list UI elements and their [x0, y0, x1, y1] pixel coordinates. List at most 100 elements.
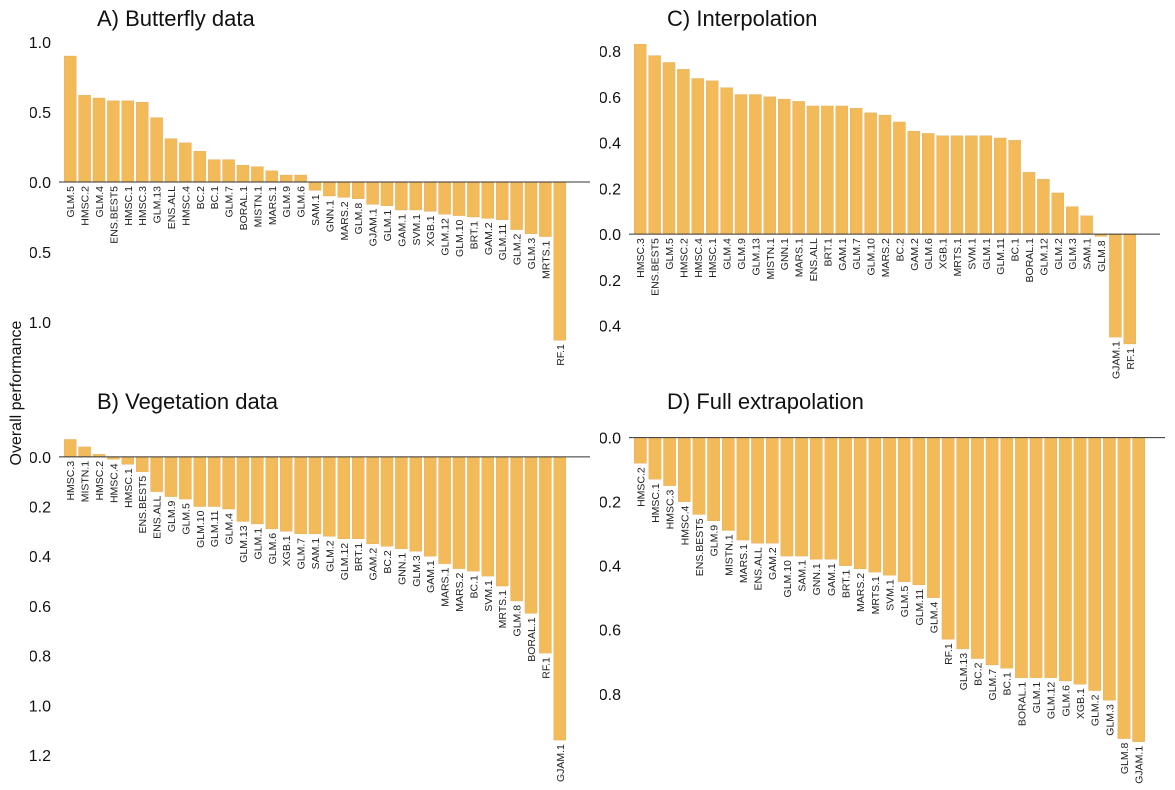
a-category-label: RF.1 [555, 344, 567, 366]
a-bar [179, 142, 192, 183]
c-bar [835, 105, 848, 235]
a-bar [438, 181, 451, 215]
b-bar [438, 456, 451, 564]
d-bar [780, 437, 794, 557]
a-bar [107, 100, 120, 183]
c-bar [634, 44, 647, 235]
c-category-label: ENS.BEST5 [650, 238, 662, 296]
c-category-label: GLM.6 [923, 238, 935, 270]
b-bar [467, 456, 480, 572]
d-category-label: BRT.1 [841, 570, 853, 599]
c-bar [1051, 192, 1064, 235]
b-category-label: GNN.1 [396, 553, 408, 585]
c-category-label: GLM.11 [995, 238, 1007, 275]
b-bar [352, 456, 365, 539]
c-category-label: BC.1 [1010, 238, 1022, 262]
c-category-label: MARS.1 [794, 238, 806, 277]
a-bar [251, 166, 264, 183]
d-bar [648, 437, 662, 480]
c-bar [763, 96, 776, 235]
c-bar [821, 105, 834, 235]
d-bar [1029, 437, 1043, 678]
c-category-label: HMSC.4 [693, 238, 705, 278]
b-category-label: HMSC.2 [94, 461, 106, 501]
a-category-label: GAM.1 [396, 214, 408, 247]
b-ytick-label: -0.8 [30, 649, 51, 666]
b-category-label: SVM.1 [483, 580, 495, 612]
b-bar [409, 456, 422, 552]
d-bar [1000, 437, 1014, 669]
a-ytick-label: -1.0 [30, 315, 51, 332]
c-category-label: RF.1 [1125, 348, 1137, 370]
b-category-label: MISTN.1 [80, 461, 92, 503]
c-bar [1080, 215, 1093, 235]
b-bar [452, 456, 466, 569]
d-bar [663, 437, 676, 486]
b-bar [136, 456, 149, 472]
b-category-label: BC.1 [468, 575, 480, 599]
c-bar [720, 87, 733, 235]
b-category-label: GLM.9 [166, 500, 178, 532]
d-category-label: GLM.12 [1046, 682, 1058, 720]
c-bar [864, 112, 877, 235]
c-category-label: MARS.2 [880, 238, 892, 277]
a-category-label: SVM.1 [411, 214, 423, 246]
a-bar [352, 181, 365, 199]
c-ytick-label: -0.4 [600, 319, 621, 336]
b-category-label: GLM.13 [238, 525, 250, 563]
c-category-label: GLM.4 [722, 238, 734, 270]
c-category-label: GAM.2 [909, 238, 921, 271]
b-bar [222, 456, 235, 510]
a-bar [150, 117, 163, 183]
d-category-label: GLM.1 [1031, 682, 1043, 714]
d-ytick-label: -0.4 [600, 559, 621, 576]
d-category-label: HMSC.2 [635, 467, 647, 507]
b-bar [395, 456, 408, 549]
a-category-label: GLM.13 [152, 186, 164, 224]
a-category-label: HMSC.3 [137, 186, 149, 226]
c-category-label: BRT.1 [822, 238, 834, 267]
d-category-label: GLM.2 [1090, 694, 1102, 726]
c-category-label: SAM.1 [1082, 238, 1094, 270]
a-category-label: GLM.5 [65, 186, 77, 218]
a-category-label: GLM.10 [454, 219, 466, 257]
d-bar [839, 437, 852, 566]
panel-a-title: A) Butterfly data [97, 6, 255, 31]
b-category-label: GLM.11 [209, 510, 221, 547]
b-category-label: RF.1 [540, 657, 552, 679]
c-category-label: GLM.9 [736, 238, 748, 270]
c-bar [1037, 179, 1050, 235]
d-category-label: SAM.1 [797, 560, 809, 592]
c-category-label: XGB.1 [938, 238, 950, 269]
a-category-label: GJAM.1 [368, 208, 380, 246]
a-bar [92, 97, 106, 183]
d-bar [765, 437, 779, 544]
panel-c-title: C) Interpolation [667, 6, 818, 31]
a-category-label: ENS.BEST5 [108, 186, 120, 244]
c-bar [691, 78, 704, 235]
c-category-label: ENS.ALL [808, 238, 820, 281]
a-ytick-label: 0.0 [30, 175, 51, 192]
b-bar [78, 446, 91, 457]
c-bar [806, 105, 820, 235]
b-category-label: GLM.2 [324, 540, 336, 572]
c-category-label: GNN.1 [779, 238, 791, 270]
d-bar [1132, 437, 1145, 742]
chart-full-extrapolation: 0.0 -0.2 -0.4 -0.6 -0.8 HMSC.2HMSC.1HMSC.3HMS… [600, 431, 1165, 784]
chart-butterfly: 1.0 0.5 0.0 -0.5 -1.0 GLM.5HMSC.2GLM.4ENS.BES… [30, 35, 590, 366]
a-category-label: GAM.2 [483, 222, 495, 255]
d-bar [1073, 437, 1087, 685]
b-category-label: XGB.1 [281, 535, 293, 566]
d-category-label: GJAM.1 [1134, 746, 1146, 784]
c-ytick-label: 0.6 [600, 90, 621, 107]
c-bar [706, 80, 719, 235]
b-bar [280, 456, 293, 532]
d-bar [1044, 437, 1058, 678]
d-category-label: SVM.1 [885, 579, 897, 611]
a-bar [467, 181, 480, 218]
b-bar [380, 456, 394, 547]
a-category-label: GLM.2 [512, 233, 524, 265]
b-bar [208, 456, 221, 507]
b-bar [193, 456, 206, 507]
b-category-label: BRT.1 [353, 543, 365, 572]
